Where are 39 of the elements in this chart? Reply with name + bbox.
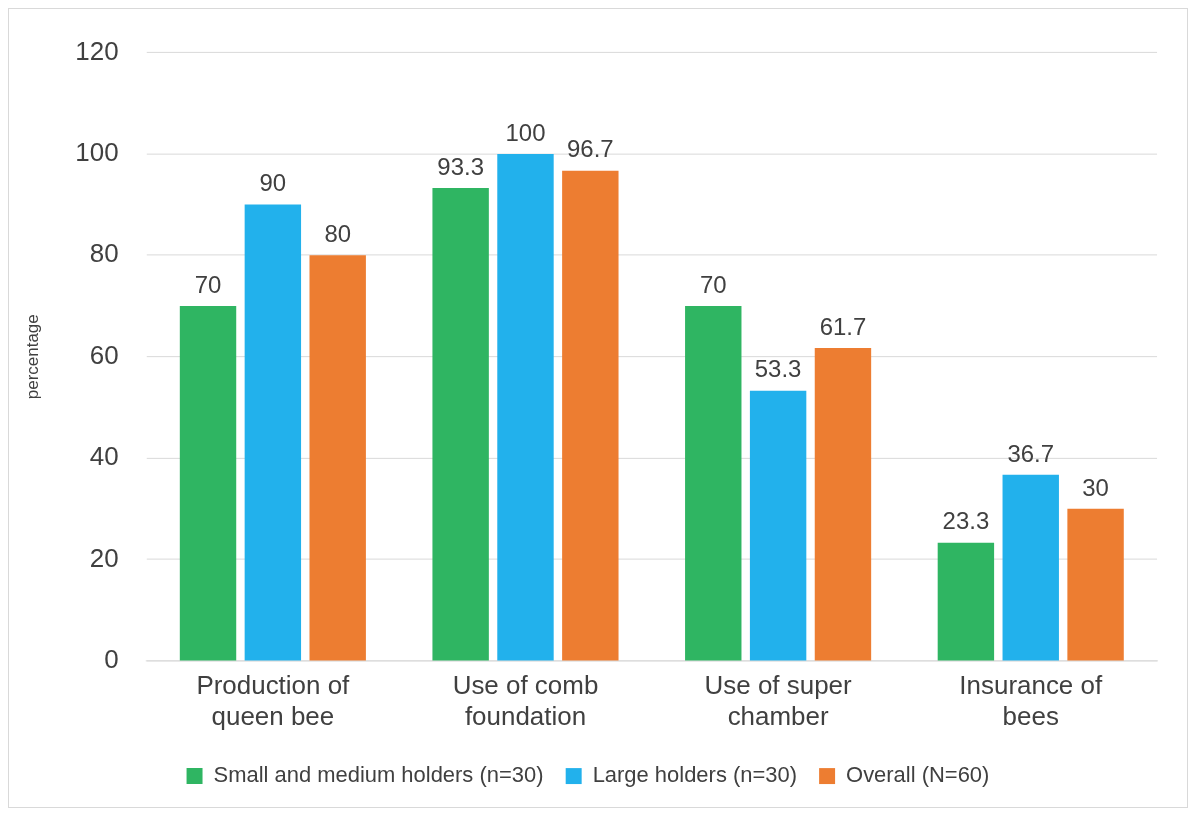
x-tick-label: Insurance of bees (959, 670, 1103, 730)
legend-label: Small and medium holders (n=30) (213, 762, 544, 788)
data-label: 70 (194, 270, 222, 298)
y-tick-label: 100 (75, 138, 119, 167)
bar (1002, 474, 1059, 661)
y-tick-label: 20 (89, 543, 119, 572)
data-label: 30 (1082, 473, 1109, 501)
data-label: 100 (505, 118, 546, 146)
data-label: 80 (324, 219, 352, 247)
x-tick-label: Production of queen bee (196, 670, 351, 730)
x-tick-label: Use of super chamber (704, 670, 853, 730)
bar (685, 306, 742, 661)
data-label: 23.3 (942, 507, 990, 535)
bar (937, 542, 995, 661)
data-label: 53.3 (754, 355, 802, 383)
y-tick-label: 80 (89, 239, 119, 268)
data-label: 36.7 (1007, 439, 1055, 467)
legend-label: Overall (N=60) (846, 762, 990, 788)
data-label: 90 (259, 169, 287, 197)
bar (432, 187, 489, 661)
bar (814, 348, 872, 661)
y-tick-label: 40 (89, 442, 119, 471)
bar (497, 153, 554, 661)
bar (179, 306, 237, 661)
bar (562, 170, 619, 661)
bar (749, 390, 807, 661)
y-tick-label: 60 (89, 340, 119, 369)
y-axis-title: percentage (22, 314, 42, 400)
data-label: 96.7 (567, 135, 614, 163)
data-label: 93.3 (437, 152, 484, 180)
bar (244, 204, 302, 661)
bar (1067, 508, 1124, 661)
data-label: 70 (699, 270, 727, 298)
y-tick-label: 0 (104, 645, 119, 674)
y-tick-label: 120 (75, 36, 119, 65)
bar (309, 255, 366, 661)
legend-label: Large holders (n=30) (592, 762, 798, 788)
data-label: 61.7 (819, 312, 867, 340)
x-tick-label: Use of comb foundation (452, 670, 599, 730)
